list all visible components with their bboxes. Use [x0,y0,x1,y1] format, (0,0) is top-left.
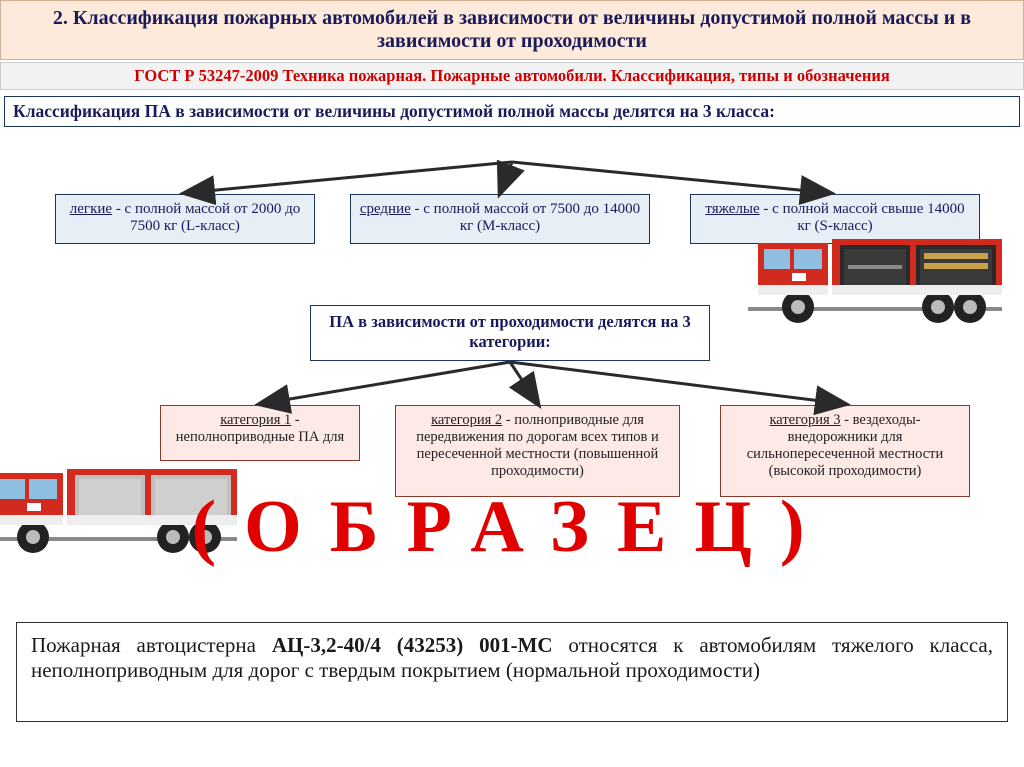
gost-subtitle: ГОСТ Р 53247-2009 Техника пожарная. Пожа… [0,62,1024,90]
category2-box: категория 2 - полноприводные для передви… [395,405,680,497]
mass-medium-text: - с полной массой от 7500 до 14000 кг (M… [411,201,640,234]
section2-header: ПА в зависимости от проходимости делятся… [310,305,710,361]
mass-medium-box: средние - с полной массой от 7500 до 140… [350,194,650,244]
mass-light-text: - с полной массой от 2000 до 7500 кг (L-… [112,201,300,234]
mass-medium-label: средние [360,201,411,217]
footer-pre: Пожарная автоцистерна [31,633,272,657]
page-title: 2. Классификация пожарных автомобилей в … [0,0,1024,60]
cat3-label: категория 3 [769,412,840,428]
sample-watermark: (ОБРАЗЕЦ) [191,485,832,570]
section1-header: Классификация ПА в зависимости от величи… [4,96,1020,127]
category3-box: категория 3 - вездеходы-внедорожники для… [720,405,970,497]
cat1-label: категория 1 [220,412,291,428]
cat2-label: категория 2 [431,412,502,428]
mass-light-label: легкие [70,201,112,217]
mass-light-box: легкие - с полной массой от 2000 до 7500… [55,194,315,244]
fire-truck-image-2 [0,445,245,560]
footer-description: Пожарная автоцистерна АЦ-3,2-40/4 (43253… [16,622,1008,722]
footer-bold: АЦ-3,2-40/4 (43253) 001-МС [272,633,553,657]
fire-truck-image-1 [740,215,1010,330]
